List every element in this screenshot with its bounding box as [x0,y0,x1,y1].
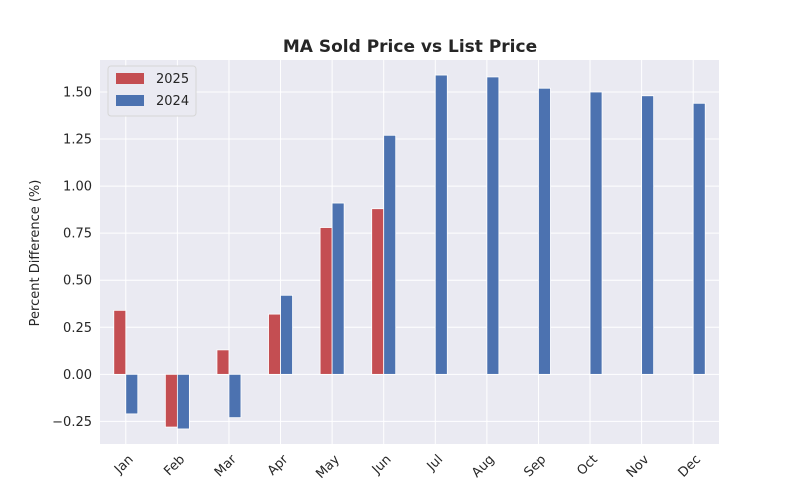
legend-label: 2024 [156,94,189,109]
bar-2025-jan [113,309,127,375]
bar-2024-aug [486,76,500,375]
bar-2025-may [319,227,333,375]
y-tick-label: 0.25 [63,321,92,336]
bar-2024-oct [589,91,603,375]
x-tick-label: Sep [521,452,549,480]
bar-2025-jun [371,208,385,375]
y-tick-label: −0.25 [52,415,92,430]
x-tick-label: May [313,452,343,482]
y-tick-label: 0.75 [63,227,92,242]
bar-2024-jul [434,74,448,375]
x-tick-label: Jul [424,452,446,474]
x-tick-label: Jun [369,452,395,478]
x-tick-label: Dec [676,452,704,480]
x-tick-label: Mar [212,452,240,480]
x-axis-ticks: Jan Feb Mar Apr May Jun Jul Aug Sep Oct Nov Dec [111,452,704,482]
y-tick-label: 1.50 [63,86,92,101]
bar-2024-feb [176,373,190,430]
bar-2024-jun [383,134,397,375]
x-tick-label: Apr [265,452,292,479]
bar-2025-apr [268,313,281,375]
y-tick-label: 1.25 [63,133,92,148]
legend: 2025 2024 [107,65,197,117]
y-tick-label: 0.00 [63,368,92,383]
plot-area [100,60,719,444]
x-tick-label: Feb [161,452,188,479]
bar-2024-nov [641,95,655,375]
legend-swatch-2025 [116,73,144,84]
bar-2025-mar [216,349,230,375]
x-tick-label: Jan [111,452,136,477]
bar-2024-dec [692,102,706,375]
x-tick-label: Nov [624,452,653,481]
y-tick-label: 0.50 [63,274,92,289]
x-tick-label: Aug [469,452,498,481]
bar-2024-jan [125,373,139,415]
bar-2024-mar [228,373,242,419]
bar-2024-may [331,202,345,375]
y-tick-label: 1.00 [63,180,92,195]
chart-title: MA Sold Price vs List Price [283,37,537,57]
x-tick-label: Oct [574,452,601,479]
bar-2024-sep [538,87,551,375]
bar-2025-feb [164,373,178,428]
y-axis-label: Percent Difference (%) [28,180,43,327]
y-axis-ticks: −0.25 0.00 0.25 0.50 0.75 1.00 1.25 1.50 [52,86,92,430]
bars [113,74,706,430]
bar-2024-apr [280,294,293,375]
legend-swatch-2024 [116,95,144,106]
legend-label: 2025 [156,72,189,87]
